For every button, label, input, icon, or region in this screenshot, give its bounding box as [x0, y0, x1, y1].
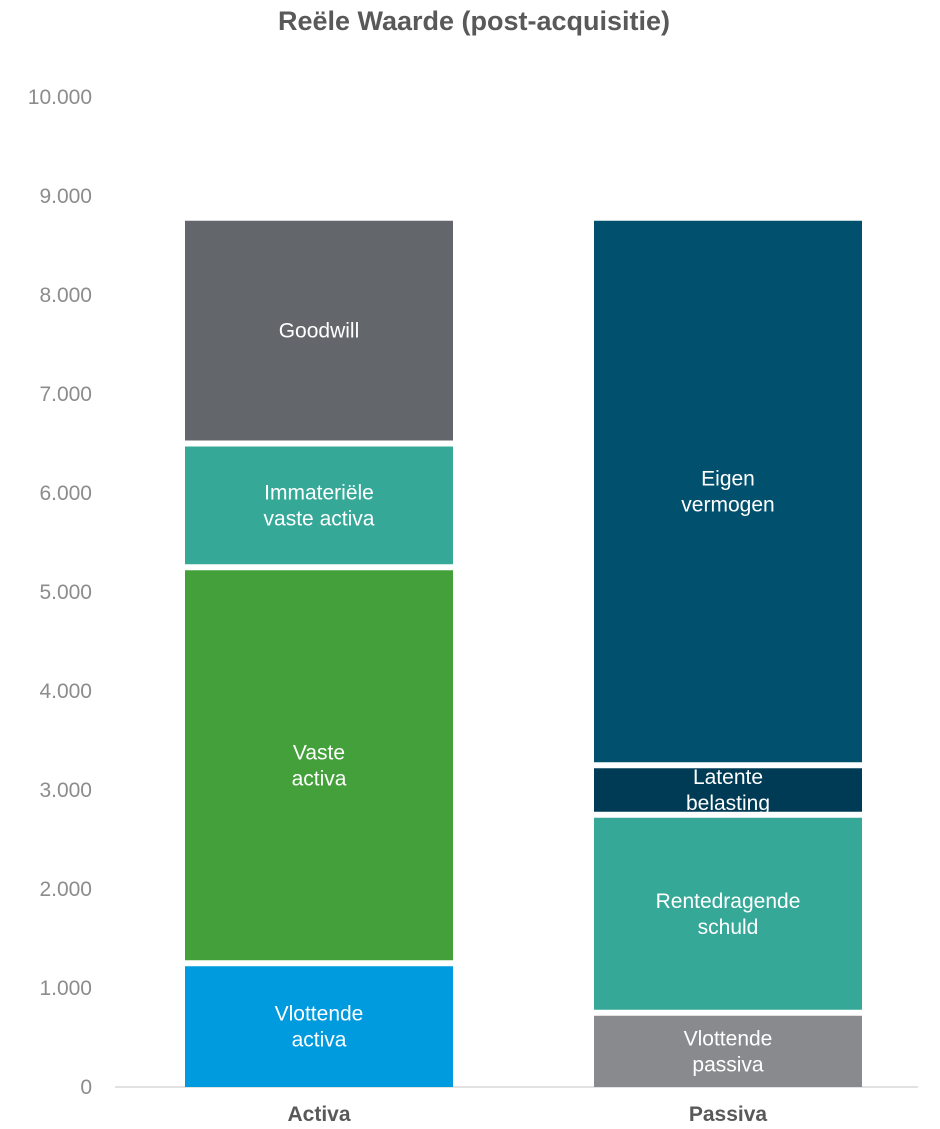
y-axis: 0 1.000 2.000 3.000 4.000 5.000 6.000 7.000 8.00… [28, 86, 92, 1099]
segment-label: activa [292, 1029, 347, 1052]
y-tick-label: 2.000 [39, 878, 92, 901]
bar-segment [594, 768, 862, 812]
y-tick-label: 10.000 [28, 86, 92, 109]
y-tick-label: 0 [80, 1076, 92, 1099]
segment-label: Vlottende [684, 1027, 773, 1050]
y-tick-label: 3.000 [39, 779, 92, 802]
bar-segment [185, 570, 453, 961]
bar-segment [185, 966, 453, 1087]
segment-label: vaste activa [264, 507, 375, 530]
bar-segment [594, 817, 862, 1010]
y-tick-label: 9.000 [39, 185, 92, 208]
y-tick-label: 1.000 [39, 977, 92, 1000]
category-label: Activa [287, 1103, 350, 1126]
segment-label: vermogen [681, 494, 774, 517]
segment-label: Latente [693, 766, 763, 789]
y-tick-label: 5.000 [39, 581, 92, 604]
segment-label: belasting [686, 792, 770, 815]
segment-label: activa [292, 767, 347, 790]
category-label: Passiva [689, 1103, 768, 1126]
segment-label: passiva [692, 1053, 764, 1076]
y-tick-label: 8.000 [39, 284, 92, 307]
bar-segment [594, 1015, 862, 1087]
y-tick-label: 7.000 [39, 383, 92, 406]
bar-segment [185, 446, 453, 565]
bar-segment [185, 220, 453, 441]
y-tick-label: 6.000 [39, 482, 92, 505]
y-tick-label: 4.000 [39, 680, 92, 703]
segment-label: Vlottende [275, 1003, 364, 1026]
segment-label: Goodwill [279, 320, 360, 343]
segment-label: Eigen [701, 468, 755, 491]
bar-segment [594, 220, 862, 763]
x-axis: Activa Passiva [287, 1103, 767, 1126]
segment-label: schuld [698, 916, 759, 939]
bars: Vlottende activa Vaste activa Immateriële vas… [185, 220, 862, 1087]
segment-label: Immateriële [264, 481, 374, 504]
segment-label: Rentedragende [656, 890, 801, 913]
chart-title: Reële Waarde (post-acquisitie) [278, 6, 670, 36]
segment-label: Vaste [293, 741, 345, 764]
